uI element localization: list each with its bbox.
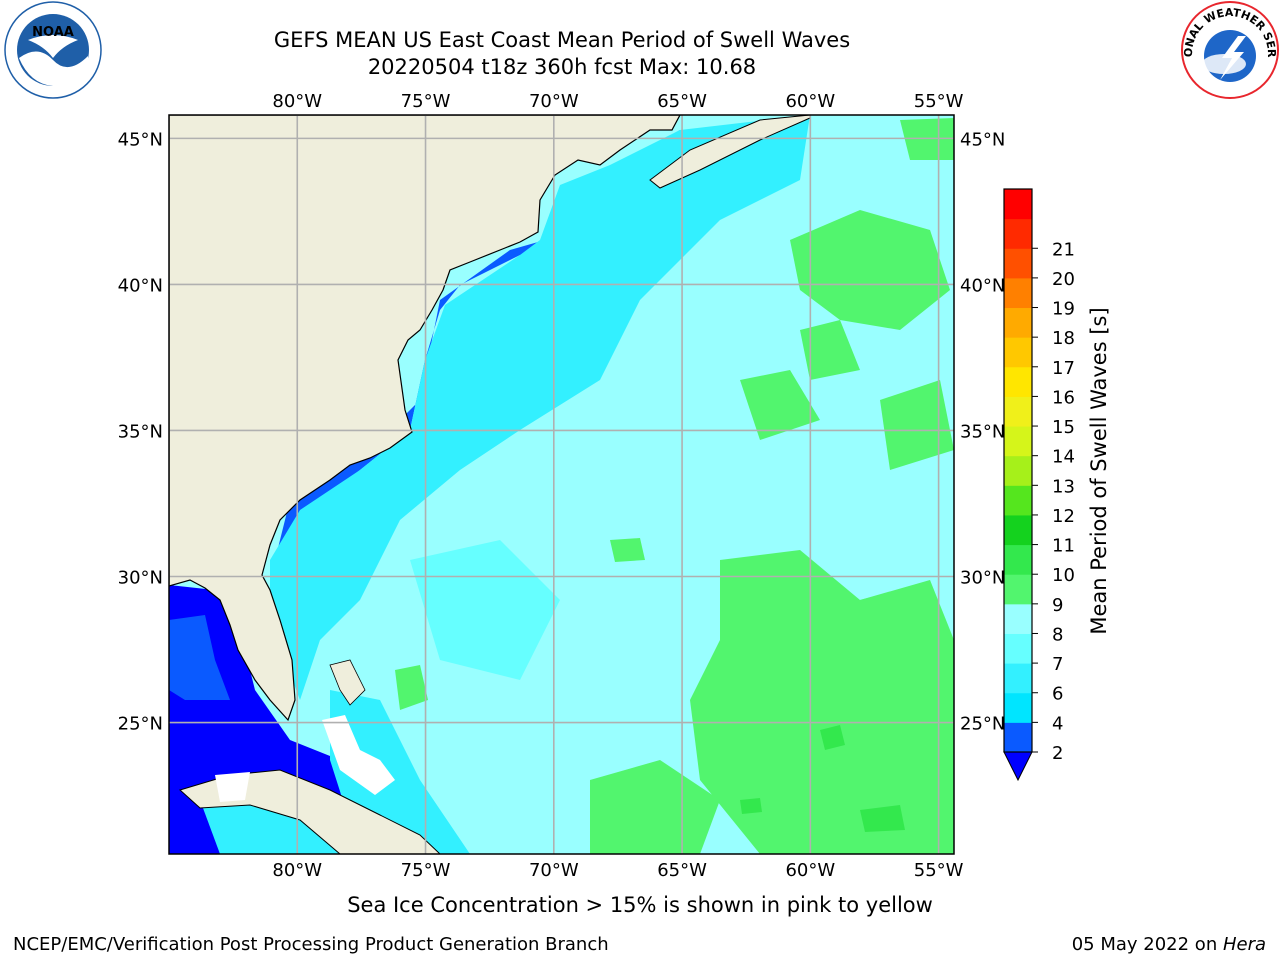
colorbar-segment — [1004, 189, 1032, 220]
lon-label: 60°W — [785, 860, 835, 881]
lat-label: 40°N — [118, 275, 163, 296]
colorbar: 2 4 6 7 8 9 10 11 12 13 14 15 16 17 18 19 20 21 — [1003, 188, 1075, 782]
lat-label: 35°N — [118, 421, 163, 442]
sea-ice-note: Sea Ice Concentration > 15% is shown in … — [347, 893, 933, 917]
colorbar-tick-label: 4 — [1052, 713, 1063, 734]
lon-label: 55°W — [914, 860, 964, 881]
lon-label: 60°W — [785, 91, 835, 112]
lat-label: 30°N — [118, 568, 163, 589]
colorbar-segment — [1004, 663, 1032, 694]
colorbar-segment — [1004, 514, 1032, 546]
lat-label: 45°N — [960, 129, 1005, 150]
colorbar-segment — [1004, 722, 1032, 753]
noaa-logo: NOAA — [4, 1, 102, 99]
lon-labels-top: 80°W 75°W 70°W 65°W 60°W 55°W — [272, 91, 963, 112]
colorbar-tick-label: 17 — [1052, 358, 1075, 379]
colorbar-tick-label: 9 — [1052, 595, 1063, 616]
colorbar-tick-label: 11 — [1052, 536, 1075, 557]
chart-title: GEFS MEAN US East Coast Mean Period of S… — [274, 28, 850, 52]
colorbar-segment — [1004, 337, 1032, 368]
colorbar-tick-label: 18 — [1052, 328, 1075, 349]
colorbar-segment — [1004, 366, 1032, 397]
lat-label: 45°N — [118, 129, 163, 150]
colorbar-tick-label: 10 — [1052, 565, 1075, 586]
lon-labels-bottom: 80°W 75°W 70°W 65°W 60°W 55°W — [272, 860, 963, 881]
colorbar-segment — [1004, 218, 1032, 249]
lon-label: 80°W — [272, 91, 322, 112]
map-frame: 80°W 75°W 70°W 65°W 60°W 55°W 80°W 75°W 70°W 65°… — [118, 91, 1006, 881]
colorbar-segment — [1004, 307, 1032, 338]
colorbar-segment — [1004, 692, 1032, 723]
colorbar-segment — [1004, 455, 1032, 486]
colorbar-tick-label: 6 — [1052, 684, 1063, 705]
colorbar-segment — [1004, 248, 1032, 279]
colorbar-tick-label: 20 — [1052, 269, 1075, 290]
colorbar-tick-label: 7 — [1052, 654, 1063, 675]
colorbar-segment — [1004, 544, 1032, 575]
lon-label: 55°W — [914, 91, 964, 112]
chart-subtitle: 20220504 t18z 360h fcst Max: 10.68 — [368, 55, 756, 79]
lat-labels-left: 45°N 40°N 35°N 30°N 25°N — [118, 129, 163, 734]
lat-label: 30°N — [960, 568, 1005, 589]
lat-label: 40°N — [960, 275, 1005, 296]
lon-label: 75°W — [401, 860, 451, 881]
colorbar-tick-label: 16 — [1052, 387, 1075, 408]
colorbar-segment — [1004, 396, 1032, 427]
land-bahamas — [329, 659, 366, 706]
lat-label: 25°N — [118, 714, 163, 735]
colorbar-under-arrow — [1003, 751, 1033, 782]
lon-label: 70°W — [529, 91, 579, 112]
lon-label: 80°W — [272, 860, 322, 881]
footer-date-text: 05 May 2022 on — [1072, 934, 1223, 955]
colorbar-tick-label: 12 — [1052, 506, 1075, 527]
footer-branch: NCEP/EMC/Verification Post Processing Pr… — [13, 934, 609, 955]
colorbar-label: Mean Period of Swell Waves [s] — [1087, 307, 1111, 634]
noaa-logo-text: NOAA — [32, 25, 74, 40]
colorbar-segment — [1004, 633, 1032, 664]
lat-label: 25°N — [960, 714, 1005, 735]
footer-machine: Hera — [1223, 934, 1266, 955]
lat-label: 35°N — [960, 421, 1005, 442]
colorbar-tick-label: 13 — [1052, 476, 1075, 497]
colorbar-tick-label: 8 — [1052, 624, 1063, 645]
colorbar-tick-label: 21 — [1052, 239, 1075, 260]
lon-label: 70°W — [529, 860, 579, 881]
colorbar-segment — [1004, 277, 1032, 309]
footer-date: 05 May 2022 on Hera — [1072, 934, 1266, 955]
lon-label: 75°W — [401, 91, 451, 112]
lon-label: 65°W — [657, 91, 707, 112]
lat-labels-right: 45°N 40°N 35°N 30°N 25°N — [960, 129, 1005, 734]
colorbar-segment — [1004, 485, 1032, 516]
colorbar-tick-label: 15 — [1052, 417, 1075, 438]
colorbar-segment — [1004, 574, 1032, 605]
graticule — [169, 115, 954, 854]
lon-label: 65°W — [657, 860, 707, 881]
colorbar-tick-label: 19 — [1052, 299, 1075, 320]
colorbar-segment — [1004, 426, 1032, 457]
colorbar-segment — [1004, 603, 1032, 634]
colorbar-tick-label: 14 — [1052, 447, 1075, 468]
colorbar-tick-label: 2 — [1052, 743, 1063, 764]
